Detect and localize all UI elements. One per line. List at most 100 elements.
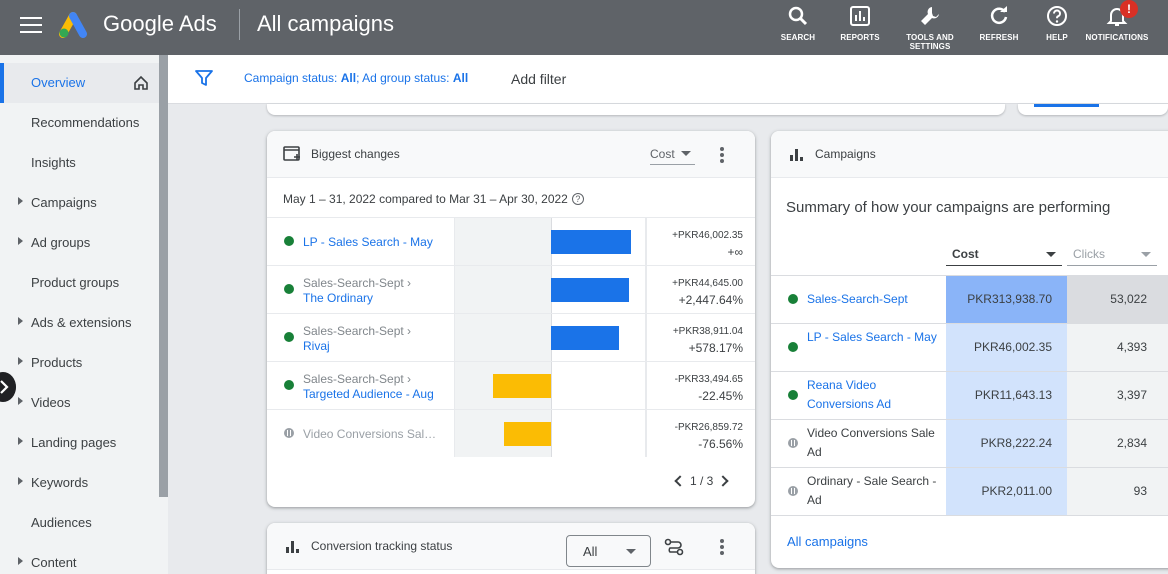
biggest-change-row[interactable]: LP - Sales Search - May +PKR46,002.35 +∞ (267, 217, 755, 265)
campaign-name-link[interactable]: Sales-Search-Sept (807, 292, 908, 306)
previous-card-edge (1018, 104, 1168, 115)
search-tool-label: SEARCH (780, 33, 816, 42)
campaign-status-label: Campaign status: (244, 71, 338, 85)
status-select[interactable]: All (566, 535, 651, 567)
sidebar-item-audiences[interactable]: Audiences (0, 503, 159, 543)
card-header: Biggest changes Cost (267, 131, 755, 178)
campaign-name-link[interactable]: LP - Sales Search - May (807, 330, 937, 344)
entity-name-link[interactable]: Rivaj (303, 339, 330, 353)
sidebar-item-label: Recommendations (31, 115, 140, 130)
campaign-cost: PKR8,222.24 (946, 420, 1067, 467)
change-percent: -22.45% (698, 389, 743, 403)
entity-name-link[interactable]: Targeted Audience - Aug (303, 387, 434, 401)
change-bar (551, 278, 629, 302)
google-ads-logo[interactable] (59, 10, 93, 38)
change-amount: +PKR44,645.00 (672, 278, 743, 289)
sidebar-item-label: Overview (31, 75, 86, 90)
sidebar-item-videos[interactable]: Videos (0, 383, 159, 423)
cost-column-header[interactable]: Cost (946, 246, 1062, 266)
help-circle-icon[interactable]: ? (571, 193, 584, 205)
metric-dropdown[interactable]: Cost (650, 145, 695, 165)
more-options-icon[interactable] (720, 539, 724, 555)
change-percent: -76.56% (698, 437, 743, 451)
campaign-status-value: All (340, 71, 357, 85)
collapse-sidebar-button[interactable] (0, 372, 16, 402)
sidebar-item-label: Landing pages (31, 435, 117, 450)
bar-chart-icon (286, 541, 300, 553)
cost-column-label: Cost (952, 247, 979, 261)
chevron-right-icon[interactable] (717, 475, 730, 487)
sidebar-item-label: Ad groups (31, 235, 91, 250)
biggest-change-row[interactable]: Sales-Search-Sept › The Ordinary +PKR44,64… (267, 265, 755, 313)
expand-caret-icon (18, 477, 23, 485)
card-title: Conversion tracking status (311, 539, 453, 553)
sort-arrow-icon (1141, 252, 1151, 257)
brand-name: Google Ads (103, 11, 217, 36)
sidebar-item-campaigns[interactable]: Campaigns (0, 183, 159, 223)
wrench-icon (921, 7, 939, 25)
entity-name-link[interactable]: Video Conversions Sal… (303, 427, 437, 441)
ad-group-status-label: ; Ad group status: (356, 71, 450, 85)
campaign-name-link[interactable]: Reana Video Conversions Ad (807, 378, 892, 411)
parent-campaign-name: Sales-Search-Sept › (303, 324, 412, 338)
sidebar-item-recommendations[interactable]: Recommendations (0, 103, 159, 143)
change-bar (493, 374, 551, 398)
sidebar-item-ads-extensions[interactable]: Ads & extensions (0, 303, 159, 343)
sidebar-item-insights[interactable]: Insights (0, 143, 159, 183)
header-divider (239, 9, 240, 40)
add-filter-button[interactable]: Add filter (511, 71, 567, 87)
campaign-clicks: 93 (1067, 468, 1168, 515)
cell-divider (646, 410, 647, 457)
more-options-icon[interactable] (720, 147, 724, 163)
chevron-left-icon[interactable] (674, 475, 686, 487)
all-campaigns-link[interactable]: All campaigns (787, 534, 868, 549)
campaign-cost: PKR313,938.70 (946, 276, 1067, 323)
expand-caret-icon (18, 317, 23, 325)
campaign-row[interactable]: Ordinary - Sale Search -Ad PKR2,011.00 93 (771, 467, 1168, 515)
filter-icon[interactable] (195, 69, 213, 87)
sidebar-item-label: Products (31, 355, 83, 370)
menu-icon[interactable] (20, 17, 42, 35)
sidebar-item-overview[interactable]: Overview (0, 63, 159, 103)
home-icon (134, 75, 148, 90)
campaign-row[interactable]: Video Conversions Sale Ad PKR8,222.24 2,83… (771, 419, 1168, 467)
sidebar-item-landing-pages[interactable]: Landing pages (0, 423, 159, 463)
sidebar-item-products[interactable]: Products (0, 343, 159, 383)
sidebar-item-ad-groups[interactable]: Ad groups (0, 223, 159, 263)
campaign-clicks: 4,393 (1067, 324, 1168, 371)
campaign-row[interactable]: Reana Video Conversions Ad PKR11,643.13 3,… (771, 371, 1168, 419)
cell-divider (646, 362, 647, 409)
parent-campaign-name: Sales-Search-Sept › (303, 372, 412, 386)
sidebar-item-content[interactable]: Content (0, 543, 159, 574)
status-dot-icon (788, 342, 798, 352)
biggest-change-row[interactable]: Video Conversions Sal… -PKR26,859.72 -76.5… (267, 409, 755, 457)
sidebar-item-label: Ads & extensions (31, 315, 132, 330)
campaign-row[interactable]: LP - Sales Search - May PKR46,002.35 4,393 (771, 323, 1168, 371)
clicks-column-header[interactable]: Clicks (1067, 246, 1157, 266)
notifications-tool-label: NOTIFICATIONS (1085, 33, 1149, 42)
refresh-tool-label: REFRESH (979, 33, 1019, 42)
active-filters[interactable]: Campaign status: All; Ad group status: A… (244, 71, 468, 85)
reports-tool-button[interactable]: REPORTS (825, 4, 895, 42)
help-tool-button[interactable]: HELP (1022, 4, 1092, 42)
change-amount: -PKR33,494.65 (674, 374, 743, 385)
sidebar-item-keywords[interactable]: Keywords (0, 463, 159, 503)
search-tool-button[interactable]: SEARCH (763, 4, 833, 42)
campaign-row[interactable]: Sales-Search-Sept PKR313,938.70 53,022 (771, 275, 1168, 323)
notifications-tool-button[interactable]: NOTIFICATIONS (1082, 4, 1152, 42)
entity-name-link[interactable]: The Ordinary (303, 291, 374, 305)
campaign-name-link[interactable]: Ordinary - Sale Search -Ad (807, 474, 937, 507)
sidebar-scrollbar[interactable] (159, 55, 168, 497)
sidebar-item-product-groups[interactable]: Product groups (0, 263, 159, 303)
reports-icon (850, 6, 870, 26)
biggest-change-row[interactable]: Sales-Search-Sept › Rivaj +PKR38,911.04 +57… (267, 313, 755, 361)
biggest-change-row[interactable]: Sales-Search-Sept › Targeted Audience - A… (267, 361, 755, 409)
tools-settings-button[interactable]: TOOLS AND SETTINGS (895, 4, 965, 51)
entity-name-link[interactable]: LP - Sales Search - May (303, 235, 433, 249)
campaign-name-link[interactable]: Video Conversions Sale Ad (807, 426, 935, 459)
refresh-tool-button[interactable]: REFRESH (964, 4, 1034, 42)
change-bar (551, 326, 619, 350)
route-icon[interactable] (664, 538, 684, 556)
summary-title: Summary of how your campaigns are perfor… (786, 199, 1111, 216)
biggest-changes-card: Biggest changes Cost May 1 – 31, 2022 co… (267, 131, 755, 507)
